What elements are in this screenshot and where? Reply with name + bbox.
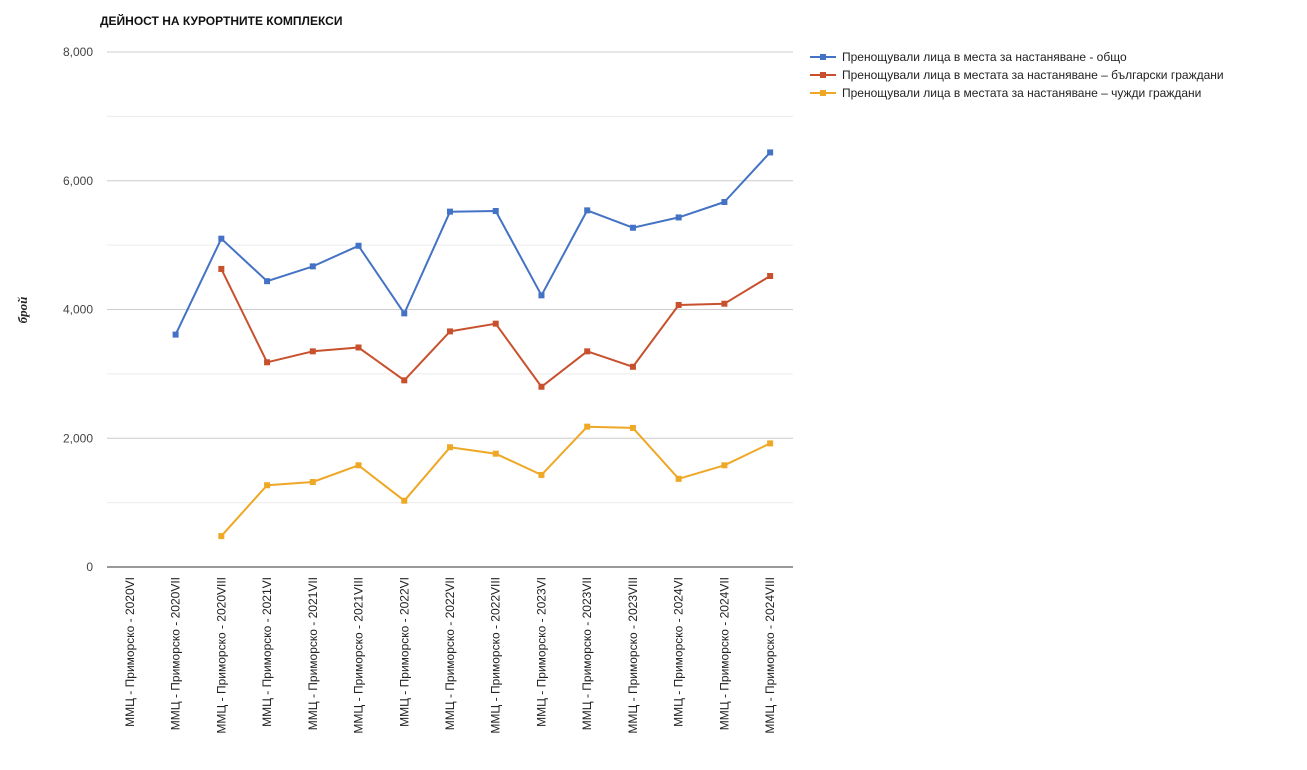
series-group (172, 149, 774, 540)
data-point (629, 363, 636, 370)
data-point (538, 383, 545, 390)
legend-item: Пренощували лица в места за настаняване … (810, 50, 1127, 64)
data-point (629, 224, 636, 231)
x-tick-label: ММЦ - Приморско - 2021VI (260, 577, 274, 727)
x-tick-label: ММЦ - Приморско - 2024VII (717, 577, 731, 730)
x-tick-label: ММЦ - Приморско - 2024VI (672, 577, 686, 727)
legend: Пренощували лица в места за настаняване … (810, 50, 1224, 100)
data-point (172, 331, 179, 338)
series-2 (218, 265, 774, 390)
x-axis-ticks: ММЦ - Приморско - 2020VI ММЦ - Приморско … (123, 577, 777, 734)
legend-label: Пренощували лица в местата за настаняван… (842, 68, 1224, 82)
x-tick-label: ММЦ - Приморско - 2023VI (534, 577, 548, 727)
y-axis-title: брой (15, 297, 30, 324)
series-3 (218, 423, 774, 540)
data-point (447, 328, 453, 335)
x-tick-label: ММЦ - Приморско - 2020VII (169, 577, 183, 730)
data-point (218, 533, 225, 540)
legend-item: Пренощували лица в местата за настаняван… (810, 86, 1201, 100)
data-point (675, 214, 682, 221)
y-axis-ticks: 0 2,000 4,000 6,000 8,000 (63, 45, 93, 574)
data-point (447, 208, 453, 215)
data-point (675, 475, 682, 482)
y-tick-label: 6,000 (63, 174, 93, 188)
data-point (309, 348, 316, 355)
data-point (538, 471, 545, 478)
data-point (721, 300, 728, 307)
x-tick-label: ММЦ - Приморско - 2020VI (123, 577, 137, 727)
data-point (767, 273, 774, 280)
data-point (264, 278, 271, 285)
data-point (264, 359, 271, 366)
data-point (492, 208, 499, 215)
data-point (355, 344, 362, 351)
legend-label: Пренощували лица в местата за настаняван… (842, 86, 1201, 100)
chart-title: ДЕЙНОСТ НА КУРОРТНИТЕ КОМПЛЕКСИ (100, 13, 342, 28)
data-point (584, 348, 591, 355)
gridlines (107, 51, 793, 568)
x-tick-label: ММЦ - Приморско - 2022VII (443, 577, 457, 730)
x-tick-label: ММЦ - Приморско - 2023VIII (626, 577, 640, 734)
data-point (309, 479, 316, 486)
series-line (174, 151, 772, 336)
x-tick-label: ММЦ - Приморско - 2020VIII (214, 577, 228, 734)
data-point (218, 235, 225, 242)
data-point (629, 424, 636, 431)
data-point (401, 377, 408, 384)
x-tick-label: ММЦ - Приморско - 2024VIII (763, 577, 777, 734)
data-point (721, 198, 728, 205)
x-tick-label: ММЦ - Приморско - 2022VIII (489, 577, 503, 734)
data-point (721, 462, 728, 469)
legend-swatch-marker (820, 54, 826, 60)
x-tick-label: ММЦ - Приморско - 2021VIII (352, 577, 366, 734)
data-point (767, 149, 774, 156)
y-tick-label: 2,000 (63, 431, 93, 445)
data-point (264, 482, 271, 489)
series-1 (172, 149, 774, 338)
data-point (767, 440, 774, 447)
data-point (309, 263, 316, 270)
data-point (355, 462, 362, 469)
data-point (675, 301, 682, 308)
data-point (492, 320, 499, 327)
y-tick-label: 8,000 (63, 45, 93, 59)
data-point (538, 292, 545, 299)
data-point (218, 265, 225, 272)
y-tick-label: 0 (86, 560, 93, 574)
data-point (584, 207, 591, 214)
legend-label: Пренощували лица в места за настаняване … (842, 50, 1127, 64)
legend-swatch-marker (820, 90, 826, 96)
y-tick-label: 4,000 (63, 303, 93, 317)
legend-swatch-marker (820, 72, 826, 78)
x-tick-label: ММЦ - Приморско - 2023VII (580, 577, 594, 730)
data-point (401, 310, 408, 317)
data-point (447, 444, 453, 451)
data-point (401, 497, 408, 504)
data-point (355, 242, 362, 249)
legend-item: Пренощували лица в местата за настаняван… (810, 68, 1224, 82)
data-point (584, 423, 591, 430)
data-point (492, 450, 499, 457)
x-tick-label: ММЦ - Приморско - 2022VI (397, 577, 411, 727)
x-tick-label: ММЦ - Приморско - 2021VII (306, 577, 320, 730)
